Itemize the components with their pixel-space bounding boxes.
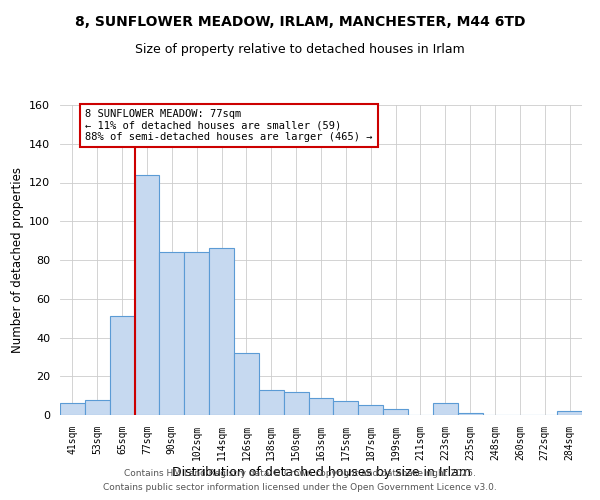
Bar	[557, 411, 582, 415]
Bar	[284, 392, 308, 415]
X-axis label: Distribution of detached houses by size in Irlam: Distribution of detached houses by size …	[172, 466, 470, 478]
Bar	[134, 175, 160, 415]
Bar	[358, 406, 383, 415]
Text: Contains HM Land Registry data © Crown copyright and database right 2025.: Contains HM Land Registry data © Crown c…	[124, 468, 476, 477]
Bar	[234, 353, 259, 415]
Bar	[259, 390, 284, 415]
Bar	[85, 400, 110, 415]
Y-axis label: Number of detached properties: Number of detached properties	[11, 167, 23, 353]
Bar	[433, 404, 458, 415]
Text: 8, SUNFLOWER MEADOW, IRLAM, MANCHESTER, M44 6TD: 8, SUNFLOWER MEADOW, IRLAM, MANCHESTER, …	[75, 15, 525, 29]
Bar	[308, 398, 334, 415]
Bar	[160, 252, 184, 415]
Bar	[383, 409, 408, 415]
Bar	[334, 402, 358, 415]
Bar	[110, 316, 134, 415]
Text: Contains public sector information licensed under the Open Government Licence v3: Contains public sector information licen…	[103, 484, 497, 492]
Text: 8 SUNFLOWER MEADOW: 77sqm
← 11% of detached houses are smaller (59)
88% of semi-: 8 SUNFLOWER MEADOW: 77sqm ← 11% of detac…	[85, 109, 373, 142]
Bar	[209, 248, 234, 415]
Bar	[184, 252, 209, 415]
Text: Size of property relative to detached houses in Irlam: Size of property relative to detached ho…	[135, 42, 465, 56]
Bar	[458, 413, 482, 415]
Bar	[60, 404, 85, 415]
